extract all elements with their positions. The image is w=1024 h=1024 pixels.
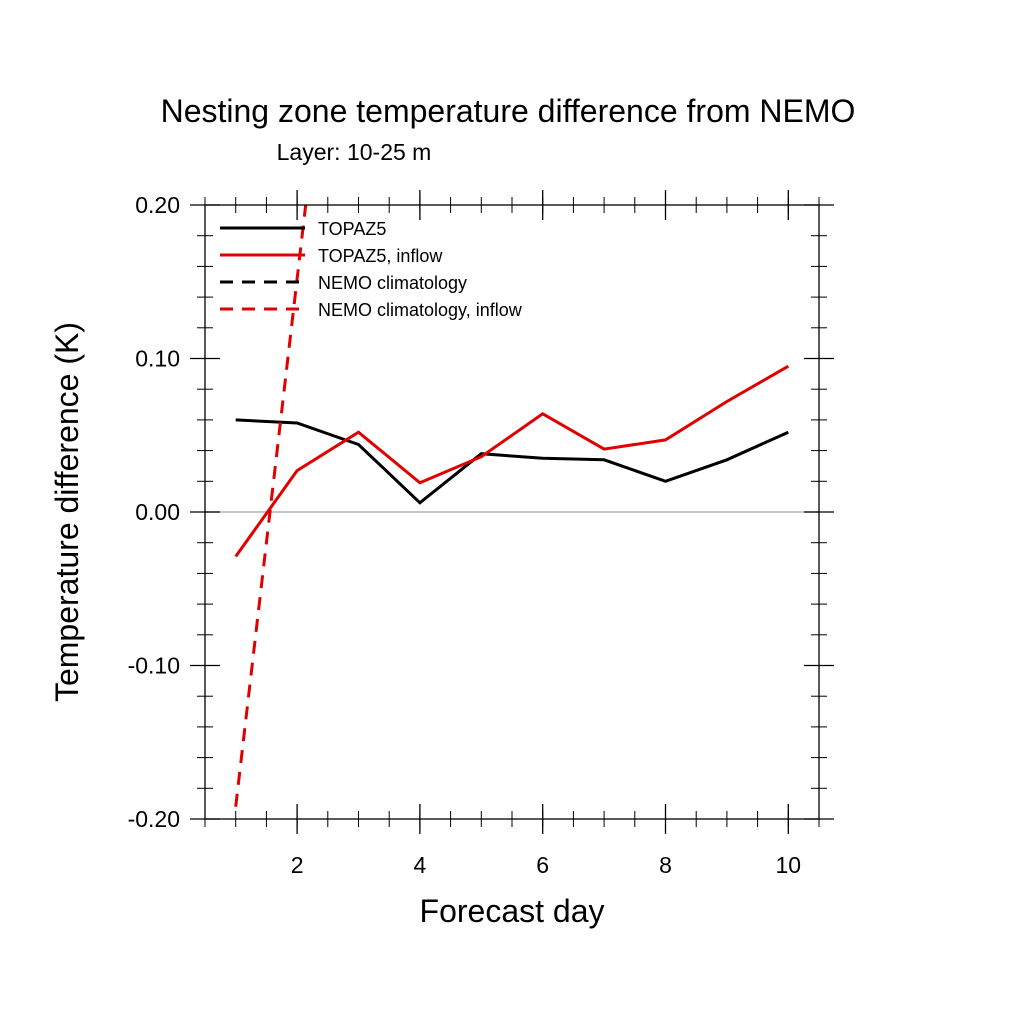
y-tick-label: -0.10 xyxy=(128,653,180,679)
y-tick-label: 0.00 xyxy=(135,499,180,525)
x-tick-label: 6 xyxy=(536,852,549,878)
legend-label-2: TOPAZ5, inflow xyxy=(318,246,443,266)
series-line-2 xyxy=(234,364,790,558)
y-axis-label: Temperature difference (K) xyxy=(49,322,85,702)
series-line-1 xyxy=(235,418,789,505)
legend-label-4: NEMO climatology, inflow xyxy=(318,300,523,320)
chart-subtitle: Layer: 10-25 m xyxy=(277,139,432,165)
x-tick-label: 10 xyxy=(776,852,802,878)
series-line-4 xyxy=(234,205,308,807)
x-tick-label: 8 xyxy=(659,852,672,878)
x-tick-label: 2 xyxy=(291,852,304,878)
legend-label-3: NEMO climatology xyxy=(318,273,467,293)
legend-label-1: TOPAZ5 xyxy=(318,219,386,239)
legend: TOPAZ5 TOPAZ5, inflow NEMO climatology NEMO… xyxy=(220,219,523,320)
plot-area: -0.20 -0.10 0.00 0.10 0.20 2 4 6 8 10 xyxy=(128,190,834,878)
x-axis-label: Forecast day xyxy=(420,893,605,929)
y-tick-label: 0.10 xyxy=(135,346,180,372)
y-tick-label: 0.20 xyxy=(135,192,180,218)
chart-title: Nesting zone temperature difference from… xyxy=(161,93,856,129)
y-tick-label: -0.20 xyxy=(128,806,180,832)
x-tick-label: 4 xyxy=(414,852,427,878)
